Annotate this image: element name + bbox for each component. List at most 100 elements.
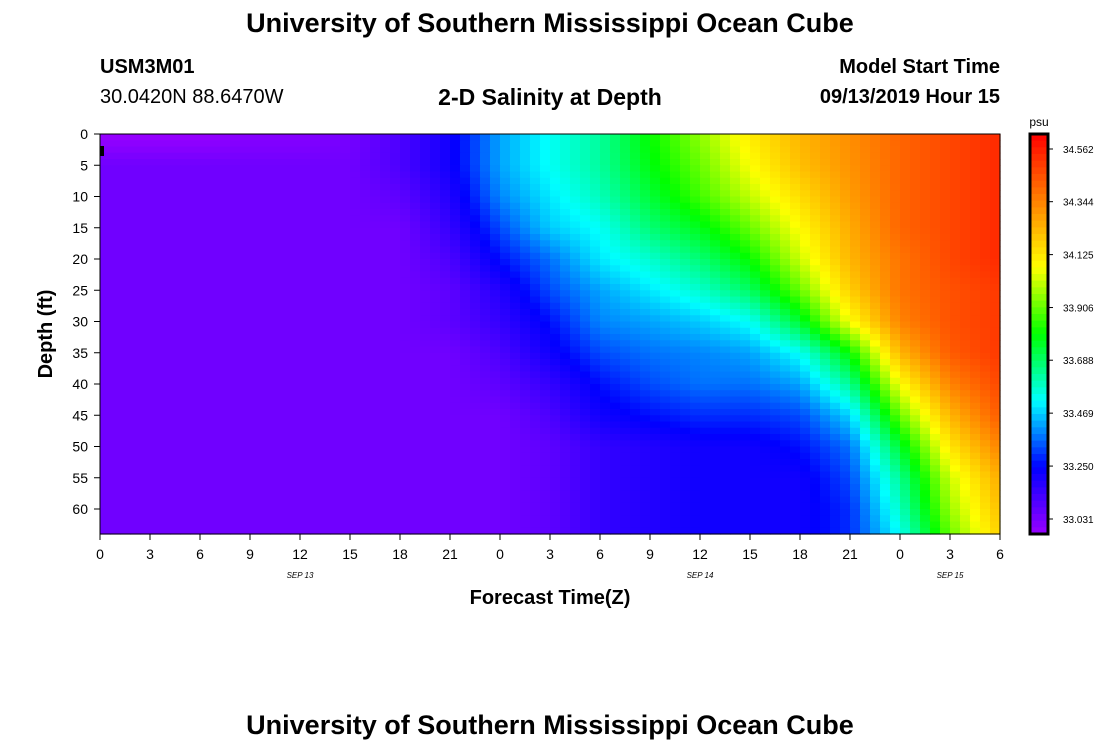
heatmap-cell [280, 315, 291, 323]
heatmap-cell [480, 215, 491, 223]
heatmap-cell [320, 215, 331, 223]
heatmap-cell [300, 140, 311, 148]
heatmap-cell [310, 227, 321, 235]
heatmap-cell [130, 346, 141, 354]
heatmap-cell [480, 177, 491, 185]
heatmap-cell [160, 165, 171, 173]
heatmap-cell [120, 159, 131, 166]
heatmap-cell [930, 409, 941, 416]
heatmap-cell [890, 359, 901, 366]
heatmap-cell [920, 446, 931, 454]
heatmap-cell [480, 259, 491, 266]
heatmap-cell [310, 302, 321, 310]
heatmap-cell [290, 265, 301, 273]
heatmap-cell [670, 221, 681, 229]
heatmap-cell [560, 465, 571, 473]
heatmap-cell [650, 265, 661, 273]
heatmap-cell [910, 390, 921, 398]
heatmap-cell [760, 315, 771, 323]
heatmap-cell [530, 402, 541, 410]
heatmap-cell [600, 165, 611, 173]
heatmap-cell [900, 440, 911, 448]
heatmap-cell [930, 365, 941, 373]
heatmap-cell [310, 190, 321, 198]
heatmap-cell [460, 327, 471, 335]
heatmap-cell [530, 296, 541, 304]
heatmap-cell [680, 296, 691, 304]
heatmap-cell [350, 296, 361, 304]
heatmap-cell [710, 171, 721, 179]
heatmap-cell [820, 340, 831, 348]
heatmap-cell [590, 334, 601, 341]
heatmap-cell [170, 159, 181, 166]
heatmap-cell [360, 146, 371, 154]
heatmap-cell [390, 234, 401, 241]
heatmap-cell [580, 434, 591, 441]
heatmap-cell [690, 309, 701, 316]
heatmap-cell [130, 309, 141, 316]
heatmap-cell [890, 471, 901, 479]
heatmap-cell [740, 352, 751, 360]
heatmap-cell [920, 202, 931, 210]
heatmap-cell [800, 427, 811, 435]
heatmap-cell [560, 265, 571, 273]
heatmap-cell [930, 302, 941, 310]
heatmap-cell [840, 365, 851, 373]
heatmap-cell [650, 434, 661, 441]
heatmap-cell [540, 415, 551, 423]
heatmap-cell [510, 396, 521, 404]
heatmap-cell [870, 259, 881, 266]
heatmap-cell [360, 409, 371, 416]
heatmap-cell [570, 190, 581, 198]
heatmap-cell [840, 302, 851, 310]
heatmap-cell [350, 265, 361, 273]
heatmap-cell [120, 446, 131, 454]
heatmap-cell [990, 265, 1001, 273]
heatmap-cell [590, 471, 601, 479]
heatmap-cell [320, 421, 331, 429]
heatmap-cell [290, 346, 301, 354]
heatmap-cell [400, 427, 411, 435]
heatmap-cell [460, 427, 471, 435]
heatmap-cell [790, 446, 801, 454]
heatmap-cell [700, 209, 711, 216]
heatmap-cell [630, 390, 641, 398]
heatmap-cell [950, 234, 961, 241]
heatmap-cell [710, 346, 721, 354]
heatmap-cell [250, 471, 261, 479]
heatmap-cell [810, 246, 821, 254]
heatmap-cell [810, 152, 821, 160]
heatmap-cell [320, 246, 331, 254]
heatmap-cell [130, 302, 141, 310]
heatmap-cell [470, 421, 481, 429]
heatmap-cell [320, 440, 331, 448]
heatmap-cell [660, 165, 671, 173]
heatmap-cell [990, 227, 1001, 235]
heatmap-cell [870, 402, 881, 410]
heatmap-cell [990, 171, 1001, 179]
heatmap-cell [970, 340, 981, 348]
heatmap-cell [980, 302, 991, 310]
station-location: 30.0420N 88.6470W [100, 86, 284, 108]
heatmap-cell [880, 427, 891, 435]
heatmap-cell [750, 234, 761, 241]
heatmap-cell [820, 346, 831, 354]
heatmap-cell [510, 371, 521, 379]
heatmap-cell [340, 290, 351, 298]
heatmap-cell [170, 259, 181, 266]
heatmap-cell [280, 221, 291, 229]
heatmap-cell [650, 140, 661, 148]
heatmap-cell [400, 346, 411, 354]
heatmap-cell [820, 252, 831, 260]
heatmap-cell [980, 471, 991, 479]
heatmap-cell [280, 334, 291, 341]
heatmap-cell [200, 321, 211, 329]
heatmap-cell [180, 465, 191, 473]
heatmap-cell [340, 396, 351, 404]
heatmap-cell [630, 346, 641, 354]
heatmap-cell [860, 259, 871, 266]
heatmap-cell [220, 427, 231, 435]
heatmap-cell [730, 165, 741, 173]
heatmap-cell [680, 327, 691, 335]
heatmap-cell [510, 452, 521, 460]
